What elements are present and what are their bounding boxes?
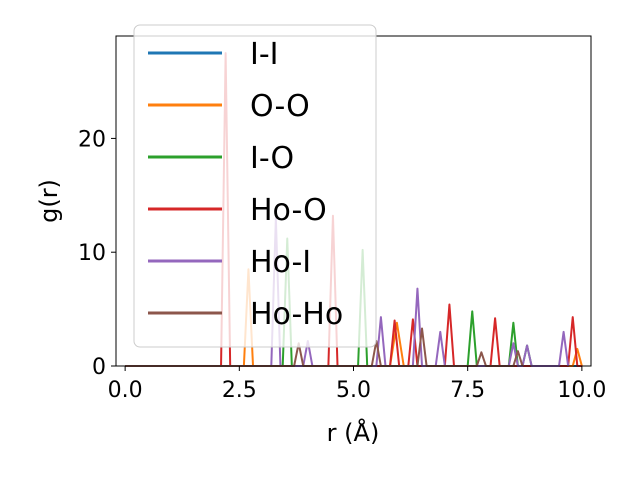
legend-label: Ho-Ho bbox=[250, 297, 343, 332]
y-tick-label: 0 bbox=[92, 355, 106, 380]
legend-label: Ho-O bbox=[250, 193, 327, 228]
x-tick-label: 2.5 bbox=[222, 378, 257, 403]
x-axis-ticks: 0.0 2.5 5.0 7.5 10.0 bbox=[108, 366, 606, 403]
x-tick-label: 5.0 bbox=[336, 378, 371, 403]
x-tick-label: 10.0 bbox=[557, 378, 606, 403]
legend: I-I O-O I-O Ho-O Ho-I Ho-Ho bbox=[133, 24, 377, 348]
legend-label: I-I bbox=[250, 37, 279, 72]
y-axis-label: g(r) bbox=[35, 179, 63, 223]
legend-label: O-O bbox=[250, 89, 310, 124]
legend-entries: I-I O-O I-O Ho-O Ho-I Ho-Ho bbox=[148, 37, 343, 332]
y-tick-label: 10 bbox=[78, 241, 106, 266]
x-tick-label: 0.0 bbox=[108, 378, 143, 403]
legend-label: Ho-I bbox=[250, 245, 311, 280]
x-tick-label: 7.5 bbox=[450, 378, 485, 403]
x-axis-label: r (Å) bbox=[327, 418, 380, 447]
y-tick-label: 20 bbox=[78, 127, 106, 152]
y-axis-ticks: 0 10 20 bbox=[78, 127, 116, 380]
legend-label: I-O bbox=[250, 141, 294, 176]
